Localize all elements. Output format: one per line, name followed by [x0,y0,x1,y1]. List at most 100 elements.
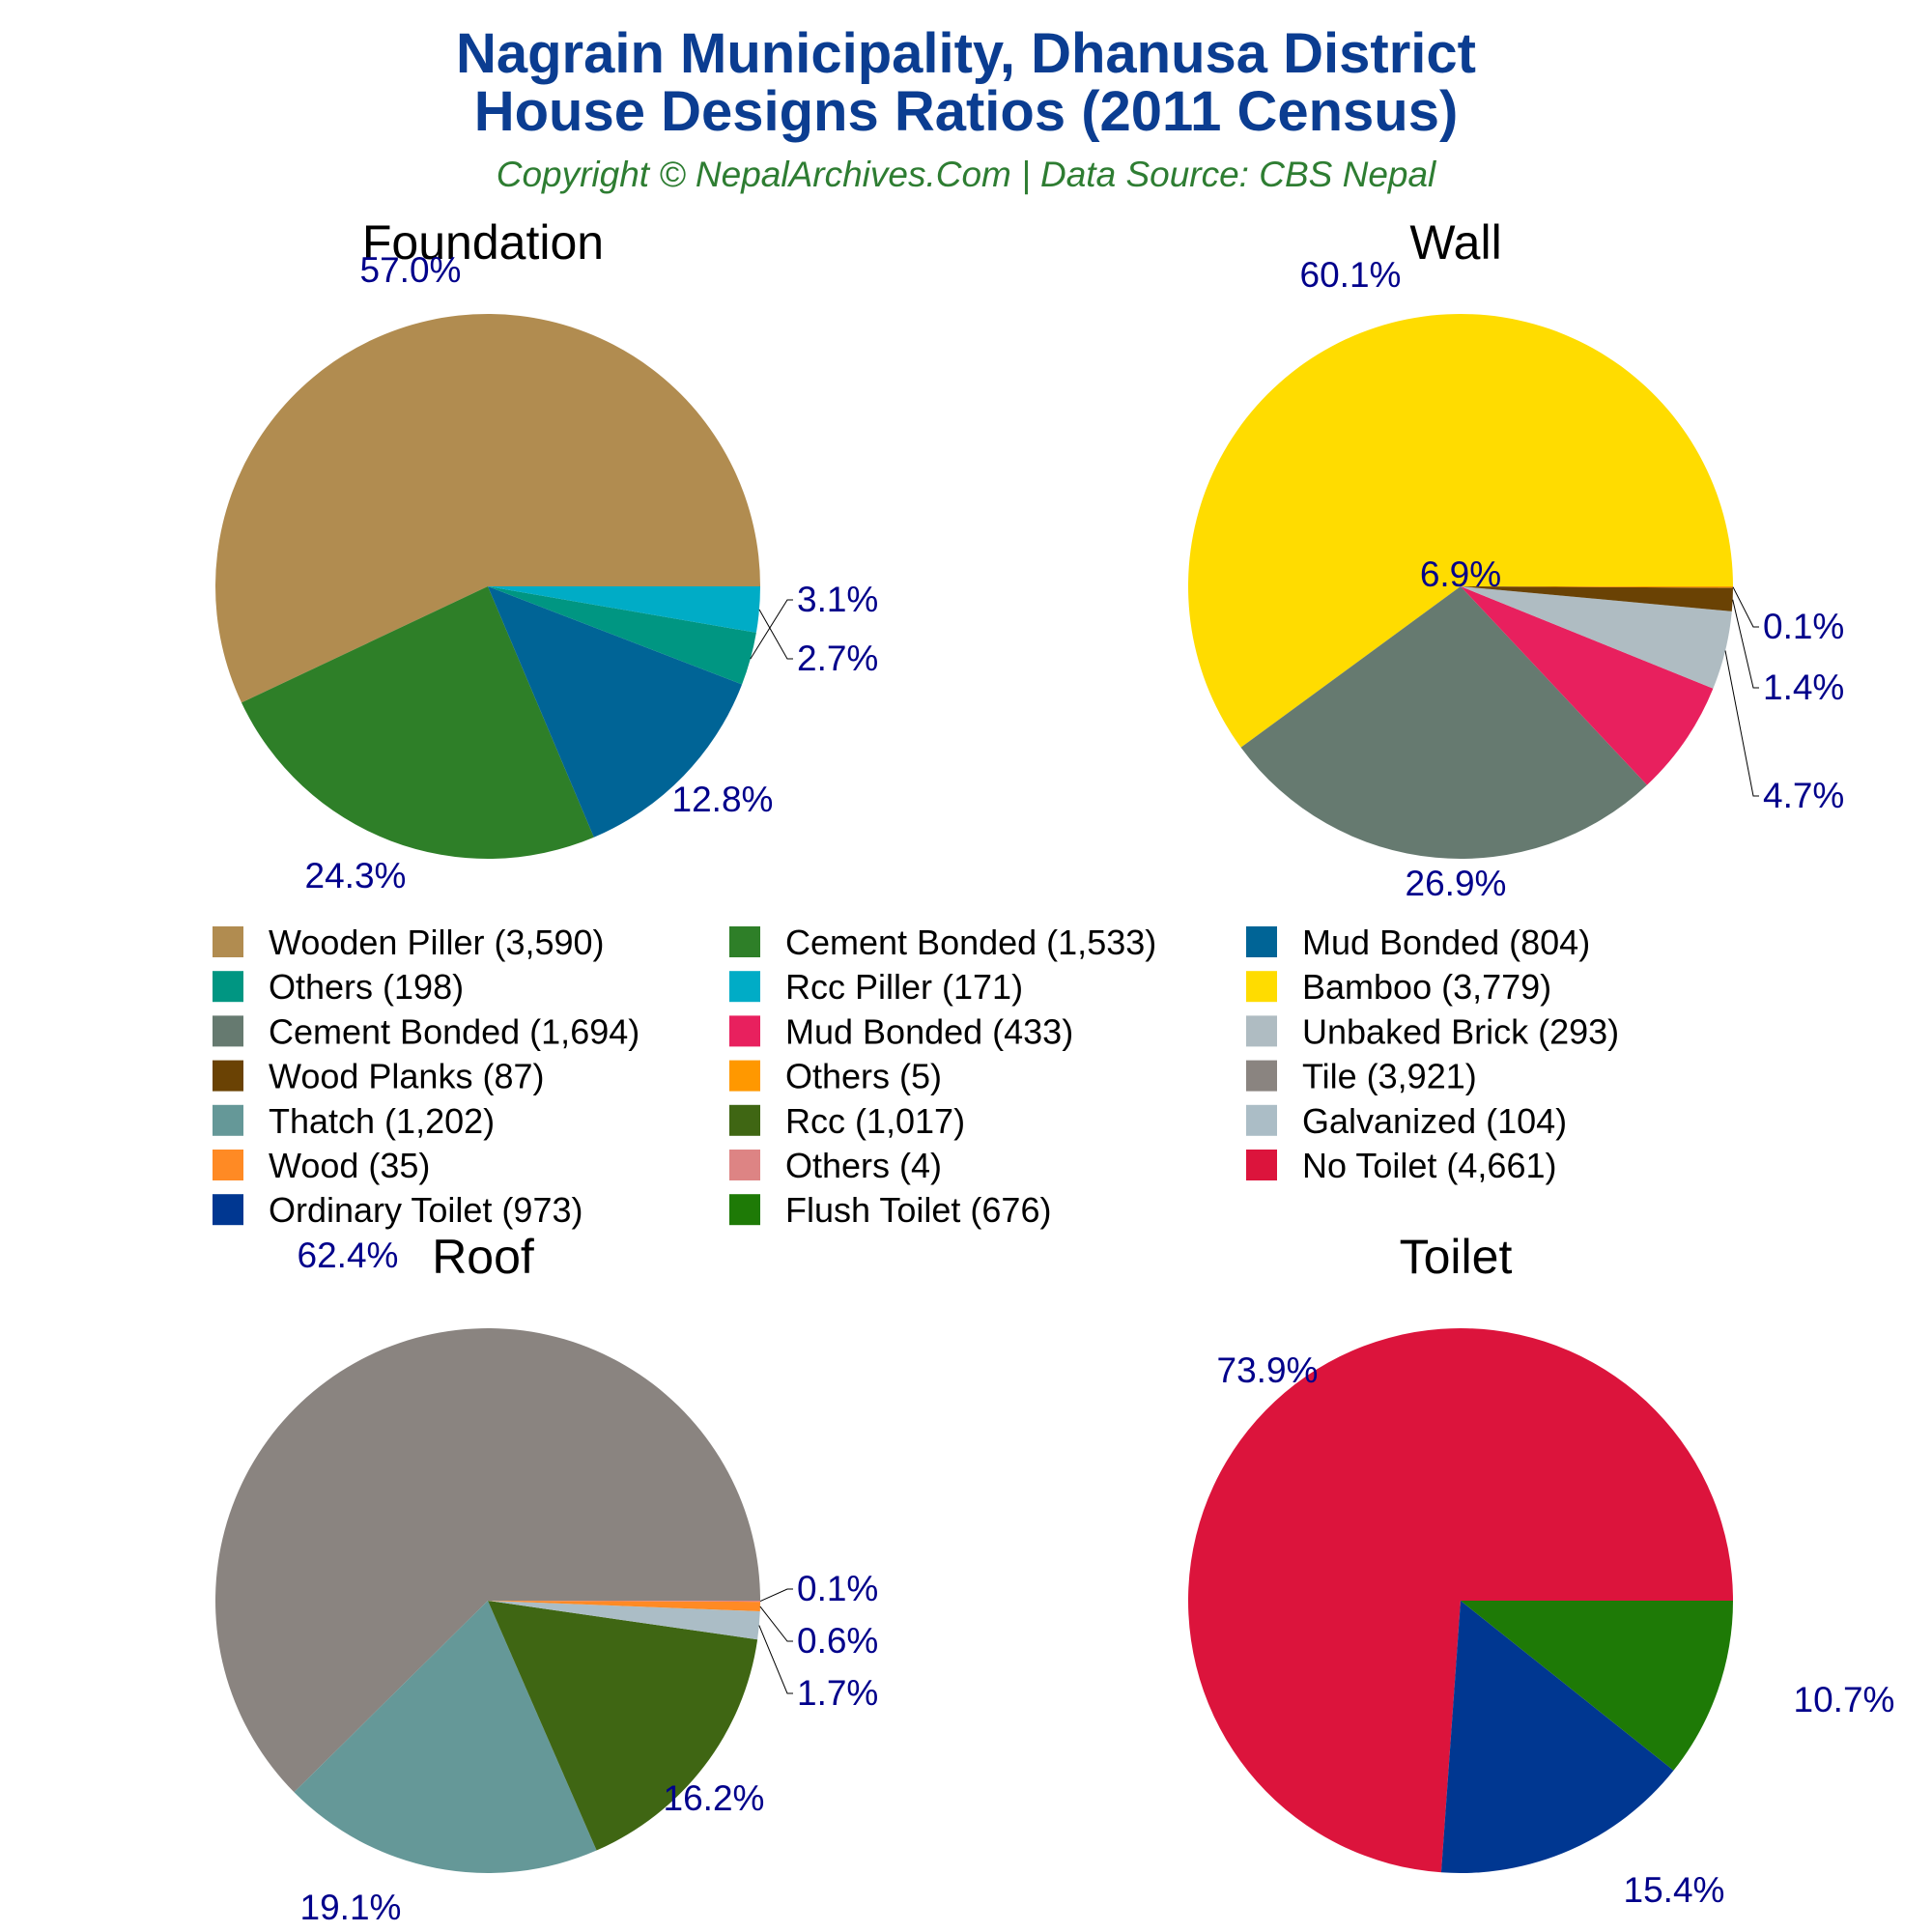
legend-swatch-bamboo-3-779 [1246,971,1277,1003]
legend-swatch-tile-3-921 [1246,1060,1277,1092]
leader-line-wall-others [1732,586,1759,628]
legend-label-tile-3-921: Tile (3,921) [1302,1057,1477,1096]
legend-label-mud-bonded-804: Mud Bonded (804) [1302,923,1590,962]
leader-line-foundation-others [750,599,793,660]
legend-label-wood-planks-87: Wood Planks (87) [269,1057,544,1096]
pie-slice-roof-thatch [294,1601,597,1873]
legend-label-mud-bonded-433: Mud Bonded (433) [785,1011,1073,1051]
pie-label-foundation-cement-bonded: 24.3% [305,856,407,895]
pie-slice-wall-others [1461,586,1734,588]
legend-swatch-no-toilet-4-661 [1246,1150,1277,1180]
pie-label-roof-others: 0.1% [797,1569,878,1608]
legend-swatch-flush-toilet-676 [729,1194,760,1226]
legend-label-ordinary-toilet-973: Ordinary Toilet (973) [269,1190,582,1230]
pie-label-foundation-others: 3.1% [797,580,878,619]
pie-label-toilet-ordinary-toilet: 15.4% [1624,1870,1725,1910]
pie-chart-wall: Wall 60.1% 26.9% 6.9% 4.7% 1.4% 0.1% [1188,215,1844,903]
legend-swatch-wood-planks-87 [213,1060,243,1092]
legend-swatch-wood-35 [213,1150,243,1180]
pie-label-roof-rcc: 16.2% [664,1778,765,1818]
pie-slice-toilet-flush-toilet [1461,1601,1733,1771]
pie-label-toilet-no-toilet: 73.9% [1217,1350,1319,1390]
pie-label-foundation-wooden-piller: 57.0% [360,250,462,290]
legend-label-galvanized-104: Galvanized (104) [1302,1101,1567,1141]
pie-label-roof-thatch: 19.1% [300,1888,402,1927]
pie-slice-roof-wood [488,1601,760,1611]
legend-swatch-thatch-1-202 [213,1104,243,1136]
pie-title-wall: Wall [1409,215,1501,270]
pie-label-wall-others: 0.1% [1763,607,1844,646]
pie-slice-foundation-rcc-piller [488,586,760,633]
pie-slice-wall-cement-bonded [1240,586,1648,860]
legend-swatch-others-5 [729,1060,760,1092]
pie-slice-foundation-cement-bonded [241,586,594,860]
pie-label-roof-wood: 0.6% [797,1621,878,1661]
pie-label-wall-mud-bonded: 6.9% [1420,554,1501,594]
legend-label-wood-35: Wood (35) [269,1146,430,1185]
pie-label-foundation-rcc-piller: 2.7% [797,639,878,678]
legend-label-others-198: Others (198) [269,967,464,1007]
legend-label-thatch-1-202: Thatch (1,202) [269,1101,495,1141]
pie-label-roof-galvanized: 1.7% [797,1673,878,1713]
legend-label-rcc-1-017: Rcc (1,017) [785,1101,965,1141]
pie-title-roof: Roof [432,1230,534,1284]
legend-label-cement-bonded-1-694: Cement Bonded (1,694) [269,1011,639,1051]
pie-slice-toilet-ordinary-toilet [1440,1601,1674,1874]
pie-slice-toilet-no-toilet [1187,1328,1733,1873]
legend-swatch-cement-bonded-1-694 [213,1015,243,1047]
leader-line-roof-galvanized [758,1625,793,1694]
pie-slice-roof-tile [214,1327,760,1793]
legend: Wooden Piller (3,590) Cement Bonded (1,53… [213,923,1619,1230]
legend-swatch-others-4 [729,1150,760,1180]
legend-swatch-others-198 [213,971,243,1003]
leader-line-wall-wood-planks [1732,599,1759,689]
pie-label-wall-bamboo: 60.1% [1300,255,1402,295]
legend-label-flush-toilet-676: Flush Toilet (676) [785,1190,1051,1230]
pie-chart-foundation: Foundation 57.0% 24.3% 12.8% 3.1% 2.7% [214,215,878,895]
leader-line-roof-wood [759,1605,793,1642]
legend-swatch-cement-bonded-1-533 [729,926,760,957]
pie-label-foundation-mud-bonded: 12.8% [672,780,774,819]
legend-label-wooden-piller-3-590: Wooden Piller (3,590) [269,923,605,962]
pie-chart-roof: Roof 62.4% 19.1% 16.2% 1.7% 0.6% 0.1% [214,1230,878,1927]
legend-swatch-wooden-piller-3-590 [213,926,243,957]
pie-slice-roof-rcc [488,1601,758,1851]
pie-slice-wall-unbaked-brick [1461,586,1732,689]
leader-line-foundation-rcc-piller [758,609,793,660]
legend-label-cement-bonded-1-533: Cement Bonded (1,533) [785,923,1156,962]
pie-slice-wall-wood-planks [1461,586,1733,611]
pie-slice-foundation-mud-bonded [488,586,743,838]
pie-slice-wall-mud-bonded [1461,586,1714,785]
legend-swatch-mud-bonded-433 [729,1015,760,1047]
legend-label-unbaked-brick-293: Unbaked Brick (293) [1302,1011,1619,1051]
legend-swatch-rcc-1-017 [729,1104,760,1136]
pie-label-wall-wood-planks: 1.4% [1763,668,1844,707]
chart-title-line-1: Nagrain Municipality, Dhanusa District [456,22,1476,85]
legend-swatch-mud-bonded-804 [1246,926,1277,957]
legend-label-rcc-piller-171: Rcc Piller (171) [785,967,1023,1007]
pie-label-roof-tile: 62.4% [298,1236,399,1275]
pie-slice-foundation-wooden-piller [214,314,761,703]
legend-label-others-4: Others (4) [785,1146,942,1185]
leader-line-roof-others [759,1588,793,1603]
pie-chart-toilet: Toilet 73.9% 15.4% 10.7% [1187,1230,1895,1910]
pie-label-toilet-flush-toilet: 10.7% [1794,1680,1895,1719]
legend-label-others-5: Others (5) [785,1057,942,1096]
chart-subtitle: Copyright © NepalArchives.Com | Data Sou… [497,155,1437,194]
legend-swatch-galvanized-104 [1246,1104,1277,1136]
pie-slice-roof-galvanized [488,1601,760,1640]
legend-swatch-ordinary-toilet-973 [213,1194,243,1226]
leader-line-wall-unbaked-brick [1724,650,1759,797]
legend-swatch-rcc-piller-171 [729,971,760,1003]
legend-label-no-toilet-4-661: No Toilet (4,661) [1302,1146,1556,1185]
pie-title-toilet: Toilet [1400,1230,1513,1284]
pie-title-foundation: Foundation [362,215,604,270]
pie-slice-wall-bamboo [1188,314,1733,748]
pie-label-wall-unbaked-brick: 4.7% [1763,776,1844,815]
legend-swatch-unbaked-brick-293 [1246,1015,1277,1047]
pie-label-wall-cement-bonded: 26.9% [1406,864,1507,903]
chart-title-line-2: House Designs Ratios (2011 Census) [474,80,1459,143]
pie-slice-foundation-others [488,586,756,685]
pie-slice-roof-others [488,1601,761,1603]
